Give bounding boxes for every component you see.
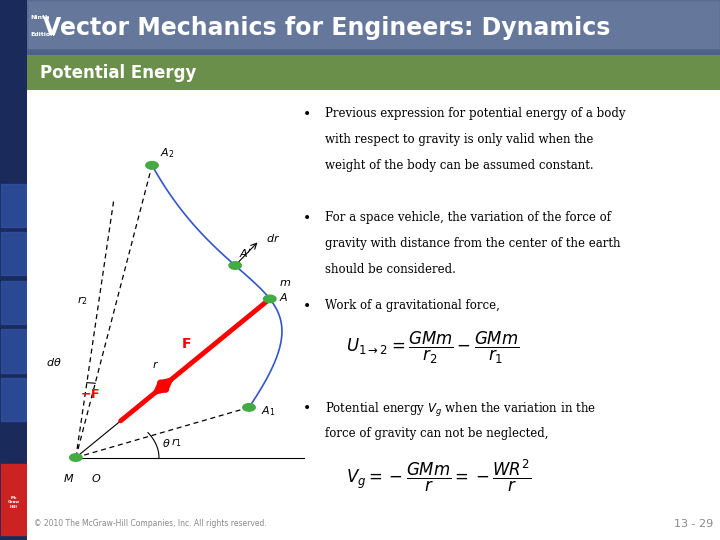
Bar xyxy=(1,281,26,324)
Text: Previous expression for potential energy of a body: Previous expression for potential energy… xyxy=(325,107,626,120)
Bar xyxy=(27,50,720,52)
Bar xyxy=(27,50,720,53)
Bar xyxy=(27,51,720,54)
Circle shape xyxy=(264,295,276,302)
Text: $V_g = -\dfrac{GMm}{r} = -\dfrac{WR^2}{r}$: $V_g = -\dfrac{GMm}{r} = -\dfrac{WR^2}{r… xyxy=(346,457,531,494)
Bar xyxy=(27,51,720,53)
Text: $\mathbf{-F}$: $\mathbf{-F}$ xyxy=(81,388,100,401)
Bar xyxy=(27,51,720,53)
Text: $A_1$: $A_1$ xyxy=(261,404,276,418)
Text: $d\theta$: $d\theta$ xyxy=(46,356,62,368)
Text: with respect to gravity is only valid when the: with respect to gravity is only valid wh… xyxy=(325,133,593,146)
Text: Ninth: Ninth xyxy=(30,16,50,21)
Text: $M$: $M$ xyxy=(63,472,75,484)
Bar xyxy=(27,52,720,55)
Text: should be considered.: should be considered. xyxy=(325,263,456,276)
Text: 13 - 29: 13 - 29 xyxy=(674,519,713,529)
Text: $\mathbf{F}$: $\mathbf{F}$ xyxy=(181,337,191,351)
Text: $dr$: $dr$ xyxy=(266,232,281,245)
Bar xyxy=(27,50,720,52)
Bar xyxy=(27,51,720,53)
Text: $A_2$: $A_2$ xyxy=(161,146,175,160)
Text: For a space vehicle, the variation of the force of: For a space vehicle, the variation of th… xyxy=(325,211,611,224)
Text: $U_{1\rightarrow 2} = \dfrac{GMm}{r_2} - \dfrac{GMm}{r_1}$: $U_{1\rightarrow 2} = \dfrac{GMm}{r_2} -… xyxy=(346,330,519,367)
Circle shape xyxy=(229,262,241,269)
Bar xyxy=(1,464,26,535)
Bar xyxy=(27,52,720,55)
Circle shape xyxy=(70,454,82,461)
Text: Mc
Graw
Hill: Mc Graw Hill xyxy=(8,496,19,509)
Text: Potential energy $V_g$ when the variation in the: Potential energy $V_g$ when the variatio… xyxy=(325,401,596,419)
Text: weight of the body can be assumed constant.: weight of the body can be assumed consta… xyxy=(325,159,594,172)
Bar xyxy=(27,50,720,53)
Bar xyxy=(27,51,720,54)
Text: gravity with distance from the center of the earth: gravity with distance from the center of… xyxy=(325,237,621,250)
Bar xyxy=(27,52,720,55)
Bar xyxy=(27,52,720,55)
Text: © 2010 The McGraw-Hill Companies, Inc. All rights reserved.: © 2010 The McGraw-Hill Companies, Inc. A… xyxy=(35,519,267,528)
Bar xyxy=(27,50,720,53)
Bar xyxy=(1,232,26,275)
Text: $O$: $O$ xyxy=(91,472,102,484)
Text: $A$: $A$ xyxy=(279,291,289,303)
Text: •: • xyxy=(303,401,311,415)
Circle shape xyxy=(146,161,158,169)
Text: force of gravity can not be neglected,: force of gravity can not be neglected, xyxy=(325,427,549,440)
Text: Potential Energy: Potential Energy xyxy=(40,64,197,82)
Circle shape xyxy=(243,404,255,411)
Text: $A'$: $A'$ xyxy=(239,247,252,260)
Text: $r_2$: $r_2$ xyxy=(78,294,88,307)
Bar xyxy=(27,51,720,54)
Bar xyxy=(27,52,720,55)
Text: Vector Mechanics for Engineers: Dynamics: Vector Mechanics for Engineers: Dynamics xyxy=(42,16,610,39)
Text: $m$: $m$ xyxy=(279,278,292,288)
Text: $\theta$: $\theta$ xyxy=(161,437,170,449)
Bar xyxy=(1,184,26,227)
Text: •: • xyxy=(303,299,311,313)
Text: •: • xyxy=(303,211,311,225)
Text: •: • xyxy=(303,107,311,121)
Text: Work of a gravitational force,: Work of a gravitational force, xyxy=(325,299,500,312)
Bar xyxy=(27,52,720,55)
Text: $r$: $r$ xyxy=(152,359,159,370)
Bar xyxy=(1,329,26,373)
Bar xyxy=(27,50,720,53)
Text: Edition: Edition xyxy=(30,32,55,37)
Bar xyxy=(27,51,720,54)
Bar xyxy=(27,51,720,53)
Text: $r_1$: $r_1$ xyxy=(171,436,181,449)
Bar xyxy=(1,378,26,421)
